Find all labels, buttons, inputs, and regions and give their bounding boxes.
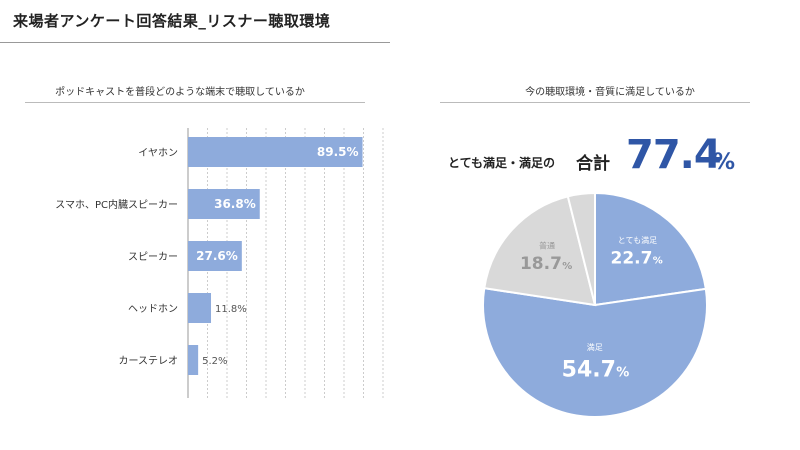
pie-slice-unit: % bbox=[562, 261, 572, 272]
pie-slice-value: 18.7 bbox=[520, 254, 562, 274]
pie-slice-value: 22.7 bbox=[611, 249, 653, 269]
pie-slice-unit: % bbox=[653, 256, 663, 267]
bar-chart: イヤホン 89.5% スマホ、PC内臓スピーカー 36.8% スピーカー 27.6% ヘッド… bbox=[55, 128, 384, 398]
category-label: ヘッドホン bbox=[128, 303, 178, 315]
bar-value-label: 89.5% bbox=[317, 145, 359, 159]
summary-prefix: とても満足・満足の bbox=[448, 156, 556, 170]
pie-chart-title-divider bbox=[440, 102, 750, 103]
page-title: 来場者アンケート回答結果_リスナー聴取環境 bbox=[13, 12, 331, 30]
summary-value: 77.4 bbox=[626, 132, 722, 178]
bar bbox=[188, 345, 199, 375]
summary-unit: % bbox=[713, 150, 736, 175]
bar-value-label: 36.8% bbox=[214, 197, 256, 211]
pie-chart: とても満足 22.7 % 満足 54.7 % 普通 18.7% bbox=[482, 191, 708, 418]
pie-slice-name: 普通 bbox=[539, 241, 555, 251]
category-label: スピーカー bbox=[128, 251, 178, 263]
bar bbox=[188, 241, 242, 271]
category-label: カーステレオ bbox=[119, 355, 179, 367]
summary-label: 合計 bbox=[576, 154, 610, 174]
bar bbox=[188, 137, 363, 167]
title-divider bbox=[0, 42, 390, 43]
pie-slice bbox=[483, 195, 597, 307]
category-label: イヤホン bbox=[138, 147, 178, 159]
pie-slice bbox=[482, 287, 708, 418]
bar-chart-title: ポッドキャストを普段どのような端末で聴取しているか bbox=[55, 87, 305, 98]
category-label: スマホ、PC内臓スピーカー bbox=[55, 198, 178, 211]
bar bbox=[188, 293, 212, 323]
bar-value-label: 11.8% bbox=[215, 304, 247, 315]
pie-slice bbox=[566, 191, 596, 306]
bar bbox=[188, 189, 260, 219]
pie-slice-name: 満足 bbox=[587, 343, 603, 352]
bar-value-label: 5.2% bbox=[202, 356, 227, 367]
pie-slice-name: とても満足 bbox=[618, 236, 657, 245]
pie-slice-value: 54.7 bbox=[562, 357, 616, 382]
pie-slice-unit: % bbox=[616, 365, 629, 380]
pie-chart-title: 今の聴取環境・音質に満足しているか bbox=[525, 87, 695, 98]
pie-slice bbox=[594, 191, 707, 307]
satisfaction-summary: とても満足・満足の 合計 77.4 % bbox=[430, 132, 760, 182]
bar-chart-title-divider bbox=[25, 102, 365, 103]
bar-value-label: 27.6% bbox=[196, 249, 238, 263]
